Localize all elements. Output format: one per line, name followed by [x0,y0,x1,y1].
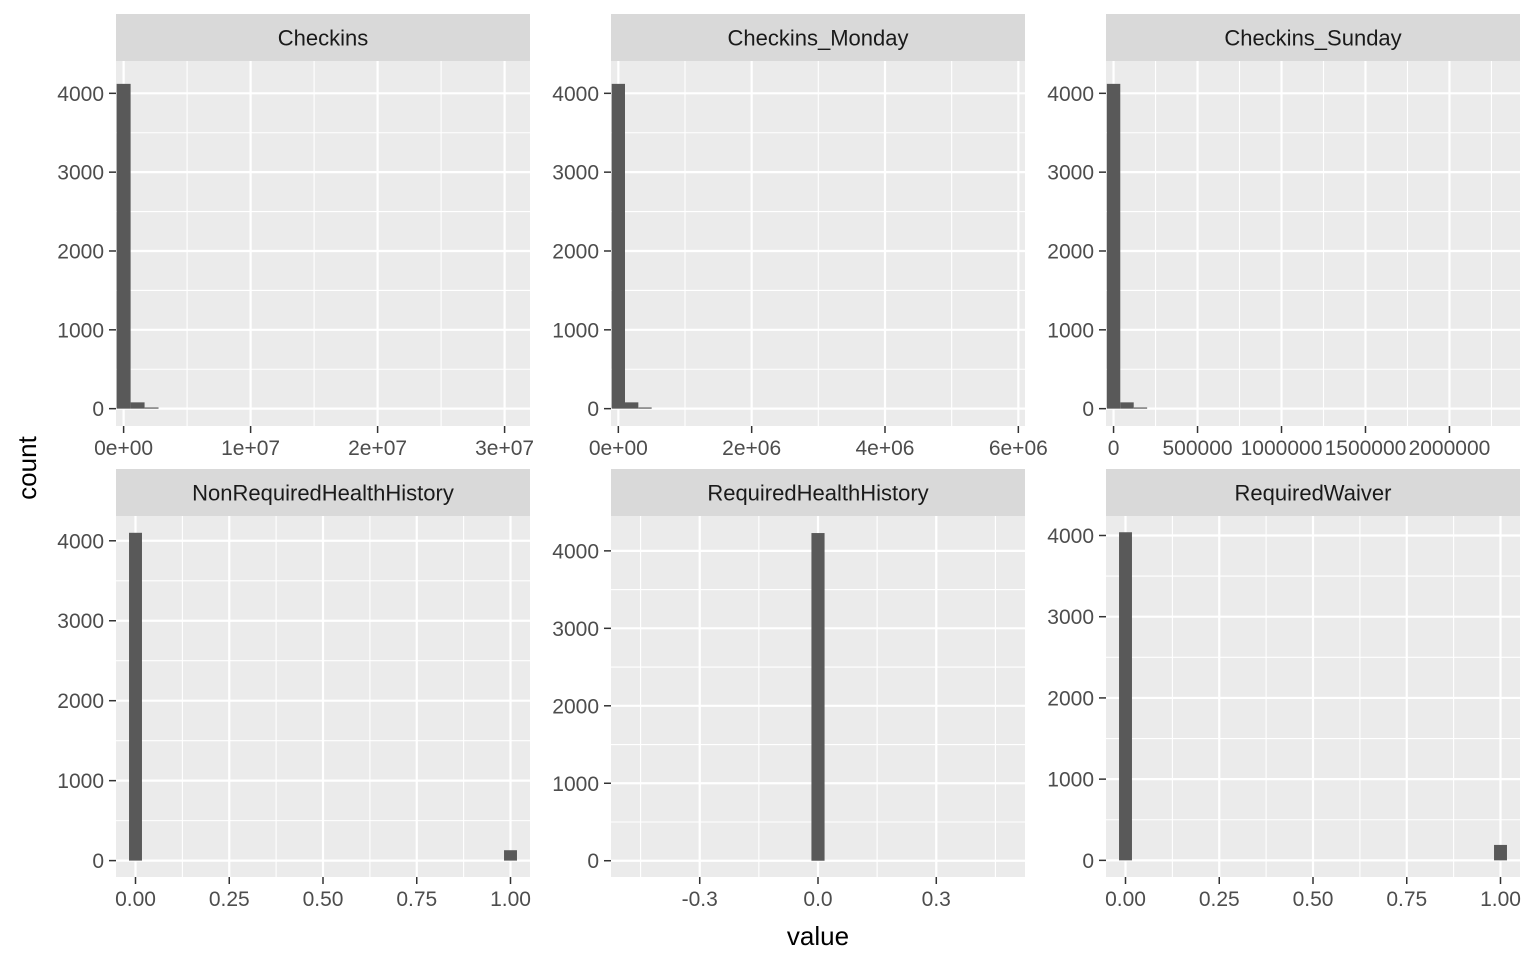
y-tick-label: 4000 [1047,83,1094,106]
x-tick-label: 0.25 [1199,888,1240,911]
histogram-bar [638,407,652,409]
y-tick-label: 1000 [1047,769,1094,792]
histogram-bar [1494,844,1507,861]
histogram-bar [611,83,625,409]
y-tick-label: 0 [92,398,104,421]
facet-panel-4: RequiredHealthHistory 0 1000 2000 3000 4000 -0… [552,469,1025,911]
y-tick-label: 0 [587,398,599,421]
y-tick-label: 2000 [1047,240,1094,263]
histogram-bar [129,532,142,861]
y-tick-label: 3000 [1047,606,1094,629]
facet-panel-1: Checkins_Monday 0 1000 2000 3000 4000 0e+00 2e+… [552,14,1048,460]
x-tick-label: 0.3 [922,888,951,911]
x-axis-title: value [787,921,849,951]
facet-strip [116,14,530,61]
y-tick-label: 4000 [1047,525,1094,548]
x-tick-label: 0.25 [209,888,250,911]
x-tick-label: 0.75 [396,888,437,911]
facet-strip [611,469,1025,516]
y-tick-label: 2000 [57,690,104,713]
facet-strip [1106,14,1520,61]
x-tick-label: 1500000 [1325,437,1407,460]
panel-background [1106,61,1520,426]
y-tick-label: 1000 [552,773,599,796]
x-tick-label: 0.50 [1293,888,1334,911]
y-tick-label: 0 [1082,398,1094,421]
histogram-bar [1120,402,1134,409]
histogram-bar [1119,532,1132,861]
facet-strip-label: Checkins [278,26,368,51]
histogram-bar [1106,83,1121,409]
histogram-bar [1133,407,1148,409]
histogram-bar [811,533,825,861]
y-tick-label: 3000 [552,618,599,641]
x-tick-label: 6e+06 [989,437,1048,460]
x-tick-label: 0e+00 [589,437,648,460]
x-tick-label: 3e+07 [475,437,534,460]
y-tick-label: 2000 [1047,687,1094,710]
histogram-bar [144,407,159,409]
x-tick-label: 0.75 [1386,888,1427,911]
y-tick-label: 1000 [1047,319,1094,342]
facet-strip [611,14,1025,61]
x-tick-label: 500000 [1162,437,1232,460]
x-tick-label: 2e+06 [722,437,781,460]
y-tick-label: 4000 [552,540,599,563]
x-tick-label: 0.00 [1105,888,1146,911]
facet-panel-2: Checkins_Sunday 0 1000 2000 3000 4000 0 500000 1… [1047,14,1520,460]
y-tick-label: 2000 [552,695,599,718]
facet-strip [1106,469,1520,516]
facet-strip-label: RequiredWaiver [1235,481,1392,506]
x-tick-label: 1.00 [490,888,531,911]
y-tick-label: 1000 [552,319,599,342]
y-tick-label: 4000 [552,83,599,106]
y-tick-label: 4000 [57,530,104,553]
facet-panel-0: Checkins 0 1000 2000 3000 4000 0e+00 1e+07 2e+07… [57,14,534,460]
y-tick-label: 0 [92,850,104,873]
facet-strip [116,469,530,516]
y-tick-label: 2000 [552,240,599,263]
y-tick-label: 0 [587,850,599,873]
x-tick-label: 0.50 [303,888,344,911]
y-tick-label: 3000 [552,162,599,185]
x-tick-label: 1.00 [1480,888,1521,911]
x-tick-label: 0.00 [115,888,156,911]
x-tick-label: -0.3 [682,888,718,911]
x-tick-label: 0.0 [803,888,832,911]
y-tick-label: 3000 [57,162,104,185]
y-tick-label: 2000 [57,240,104,263]
facet-panel-3: NonRequiredHealthHistory 0 1000 2000 3000 400… [57,469,531,911]
y-tick-label: 0 [1082,850,1094,873]
x-tick-label: 2e+07 [348,437,407,460]
x-tick-label: 4e+06 [856,437,915,460]
x-tick-label: 0e+00 [94,437,153,460]
y-tick-label: 3000 [1047,162,1094,185]
y-axis-title: count [12,435,42,499]
x-tick-label: 1000000 [1241,437,1323,460]
facet-panel-5: RequiredWaiver 0 1000 2000 3000 4000 0.00 0.25 0… [1047,469,1521,911]
y-tick-label: 1000 [57,319,104,342]
histogram-bar [116,83,131,409]
facet-strip-label: Checkins_Monday [728,26,909,51]
x-tick-label: 1e+07 [221,437,280,460]
histogram-bar [130,402,145,409]
y-tick-label: 3000 [57,610,104,633]
x-tick-label: 0 [1108,437,1120,460]
panel-background [116,61,530,426]
y-tick-label: 1000 [57,770,104,793]
facet-strip-label: NonRequiredHealthHistory [192,481,454,506]
facet-strip-label: RequiredHealthHistory [707,481,928,506]
histogram-bar [504,850,517,861]
histogram-bar [625,402,639,409]
x-tick-label: 2000000 [1409,437,1491,460]
facet-strip-label: Checkins_Sunday [1224,26,1401,51]
y-tick-label: 4000 [57,83,104,106]
